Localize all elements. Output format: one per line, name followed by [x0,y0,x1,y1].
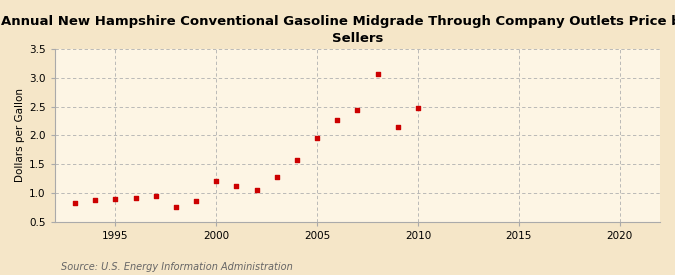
Point [352,108,362,112]
Point [372,72,383,76]
Point [171,205,182,209]
Point [90,198,101,202]
Point [271,175,282,179]
Point [231,184,242,188]
Text: Source: U.S. Energy Information Administration: Source: U.S. Energy Information Administ… [61,262,292,272]
Point [312,135,323,140]
Title: Annual New Hampshire Conventional Gasoline Midgrade Through Company Outlets Pric: Annual New Hampshire Conventional Gasoli… [1,15,675,45]
Point [332,118,343,123]
Point [412,106,423,111]
Point [292,158,302,162]
Point [70,200,80,205]
Point [251,188,262,192]
Point [130,195,141,200]
Point [110,196,121,201]
Y-axis label: Dollars per Gallon: Dollars per Gallon [15,88,25,182]
Point [392,125,403,130]
Point [190,199,201,203]
Point [211,179,221,184]
Point [151,194,161,198]
